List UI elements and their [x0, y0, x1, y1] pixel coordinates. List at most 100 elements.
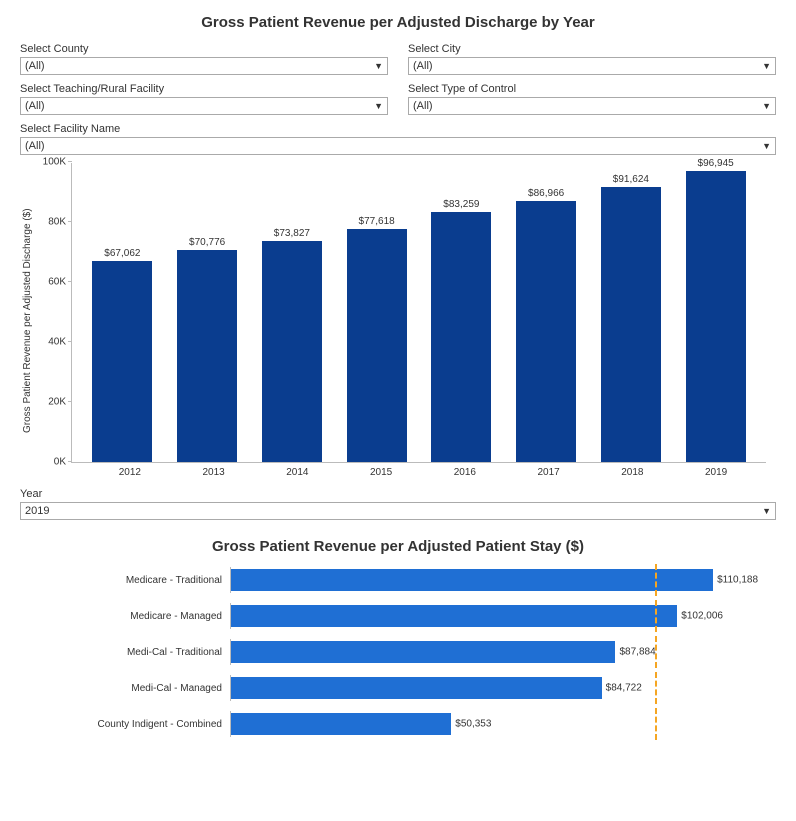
chart1-xtick-label: 2019: [686, 467, 746, 478]
chevron-down-icon: ▼: [762, 101, 771, 111]
filter-facility-label: Select Facility Name: [20, 123, 776, 135]
chart1-xtick-label: 2012: [100, 467, 160, 478]
chart1-bar[interactable]: $91,624: [601, 174, 661, 462]
filter-teaching: Select Teaching/Rural Facility (All) ▼: [20, 83, 388, 115]
chart2-value-label: $87,884: [619, 647, 655, 658]
filter-facility-dropdown[interactable]: (All) ▼: [20, 137, 776, 155]
chart2-plot: Medicare - Traditional$110,188Medicare -…: [80, 565, 756, 739]
chart1-bar-value-label: $86,966: [528, 188, 564, 199]
filter-county: Select County (All) ▼: [20, 43, 388, 75]
chart1-ytick-label: 100K: [36, 157, 66, 168]
chart1-bar[interactable]: $73,827: [262, 228, 322, 462]
chart1-bar-value-label: $91,624: [613, 174, 649, 185]
filter-control-label: Select Type of Control: [408, 83, 776, 95]
chart1-ytick-mark: [68, 401, 72, 402]
chart1-bar-value-label: $83,259: [443, 199, 479, 210]
chart1-ytick-mark: [68, 461, 72, 462]
filter-teaching-value: (All): [25, 100, 45, 112]
filter-county-value: (All): [25, 60, 45, 72]
chart2-reference-line: [655, 600, 657, 632]
chart1-ytick-mark: [68, 161, 72, 162]
chart2-row: County Indigent - Combined $50,353: [80, 709, 756, 739]
filter-city-dropdown[interactable]: (All) ▼: [408, 57, 776, 75]
chevron-down-icon: ▼: [762, 506, 771, 516]
chart2-category-label: Medicare - Traditional: [80, 575, 230, 586]
filter-control-value: (All): [413, 100, 433, 112]
year-filter: Year 2019 ▼: [20, 488, 776, 520]
filter-control: Select Type of Control (All) ▼: [408, 83, 776, 115]
chart1-xtick-label: 2018: [602, 467, 662, 478]
filter-control-dropdown[interactable]: (All) ▼: [408, 97, 776, 115]
chart1-bar[interactable]: $96,945: [686, 158, 746, 462]
chart1-xtick-label: 2013: [184, 467, 244, 478]
filter-facility-value: (All): [25, 140, 45, 152]
filter-facility: Select Facility Name (All) ▼: [20, 123, 776, 155]
chart1-bar-rect: [601, 187, 661, 462]
chart1-bar-rect: [347, 229, 407, 462]
chart2-value-label: $50,353: [455, 719, 491, 730]
filter-city-label: Select City: [408, 43, 776, 55]
chart1-ytick-mark: [68, 221, 72, 222]
filter-teaching-label: Select Teaching/Rural Facility: [20, 83, 388, 95]
chevron-down-icon: ▼: [762, 61, 771, 71]
year-filter-value: 2019: [25, 505, 49, 517]
chart2-category-label: Medicare - Managed: [80, 611, 230, 622]
chart1-ytick-mark: [68, 281, 72, 282]
filter-county-dropdown[interactable]: (All) ▼: [20, 57, 388, 75]
filter-city: Select City (All) ▼: [408, 43, 776, 75]
chart1-bar-rect: [177, 250, 237, 462]
chart2-track: $50,353: [230, 711, 756, 737]
chevron-down-icon: ▼: [762, 141, 771, 151]
chart2-row: Medicare - Traditional $110,188: [80, 565, 756, 595]
chart1-ytick-label: 20K: [36, 397, 66, 408]
chart1-bar-rect: [92, 261, 152, 462]
chart2-bar[interactable]: [231, 641, 615, 663]
chart1-container: Gross Patient Revenue per Adjusted Disch…: [20, 163, 776, 478]
chart1-xtick-label: 2014: [267, 467, 327, 478]
chart1-ytick-mark: [68, 341, 72, 342]
chart1-xtick-label: 2016: [435, 467, 495, 478]
chart1-bar[interactable]: $77,618: [347, 216, 407, 462]
chart2-category-label: County Indigent - Combined: [80, 719, 230, 730]
chart1-bars: $67,062 $70,776 $73,827 $77,618 $83,259 $86,9…: [72, 163, 766, 462]
chart2-row: Medi-Cal - Managed$84,722: [80, 673, 756, 703]
chart1-bar-value-label: $77,618: [359, 216, 395, 227]
chart2-reference-line: [655, 708, 657, 740]
chart2-bar[interactable]: [231, 569, 713, 591]
chart2-title: Gross Patient Revenue per Adjusted Patie…: [20, 538, 776, 555]
chart1-bar-value-label: $67,062: [104, 248, 140, 259]
chevron-down-icon: ▼: [374, 101, 383, 111]
chart1-bar[interactable]: $67,062: [92, 248, 152, 462]
year-filter-label: Year: [20, 488, 776, 500]
filters-grid: Select County (All) ▼ Select City (All) …: [20, 43, 776, 155]
filter-teaching-dropdown[interactable]: (All) ▼: [20, 97, 388, 115]
chart2-reference-line: [655, 672, 657, 704]
chart2-container: Medicare - Traditional$110,188Medicare -…: [80, 565, 756, 739]
chart2-bar[interactable]: [231, 605, 677, 627]
chart2-track: $87,884: [230, 639, 756, 665]
chart2-bar[interactable]: [231, 677, 602, 699]
chart2-track: $110,188: [230, 567, 756, 593]
chart1-ytick-label: 60K: [36, 277, 66, 288]
chart1-bar[interactable]: $70,776: [177, 237, 237, 462]
chart1-bar-rect: [431, 212, 491, 462]
chart2-reference-line: [655, 636, 657, 668]
chart1-bar-rect: [686, 171, 746, 462]
chart2-value-label: $102,006: [681, 611, 723, 622]
chart2-reference-line: [655, 564, 657, 596]
chart1-xtick-label: 2015: [351, 467, 411, 478]
chart2-value-label: $110,188: [717, 575, 758, 586]
chart2-category-label: Medi-Cal - Managed: [80, 683, 230, 694]
chart1-yaxis-label: Gross Patient Revenue per Adjusted Disch…: [20, 163, 35, 478]
chevron-down-icon: ▼: [374, 61, 383, 71]
chart2-category-label: Medi-Cal - Traditional: [80, 647, 230, 658]
year-filter-dropdown[interactable]: 2019 ▼: [20, 502, 776, 520]
chart2-bar[interactable]: [231, 713, 451, 735]
chart1-bar[interactable]: $83,259: [431, 199, 491, 462]
chart1-bar-rect: [262, 241, 322, 462]
chart1-bar[interactable]: $86,966: [516, 188, 576, 462]
chart1-ytick-label: 0K: [36, 457, 66, 468]
filter-county-label: Select County: [20, 43, 388, 55]
chart1-bar-value-label: $96,945: [698, 158, 734, 169]
chart2-track: $84,722: [230, 675, 756, 701]
